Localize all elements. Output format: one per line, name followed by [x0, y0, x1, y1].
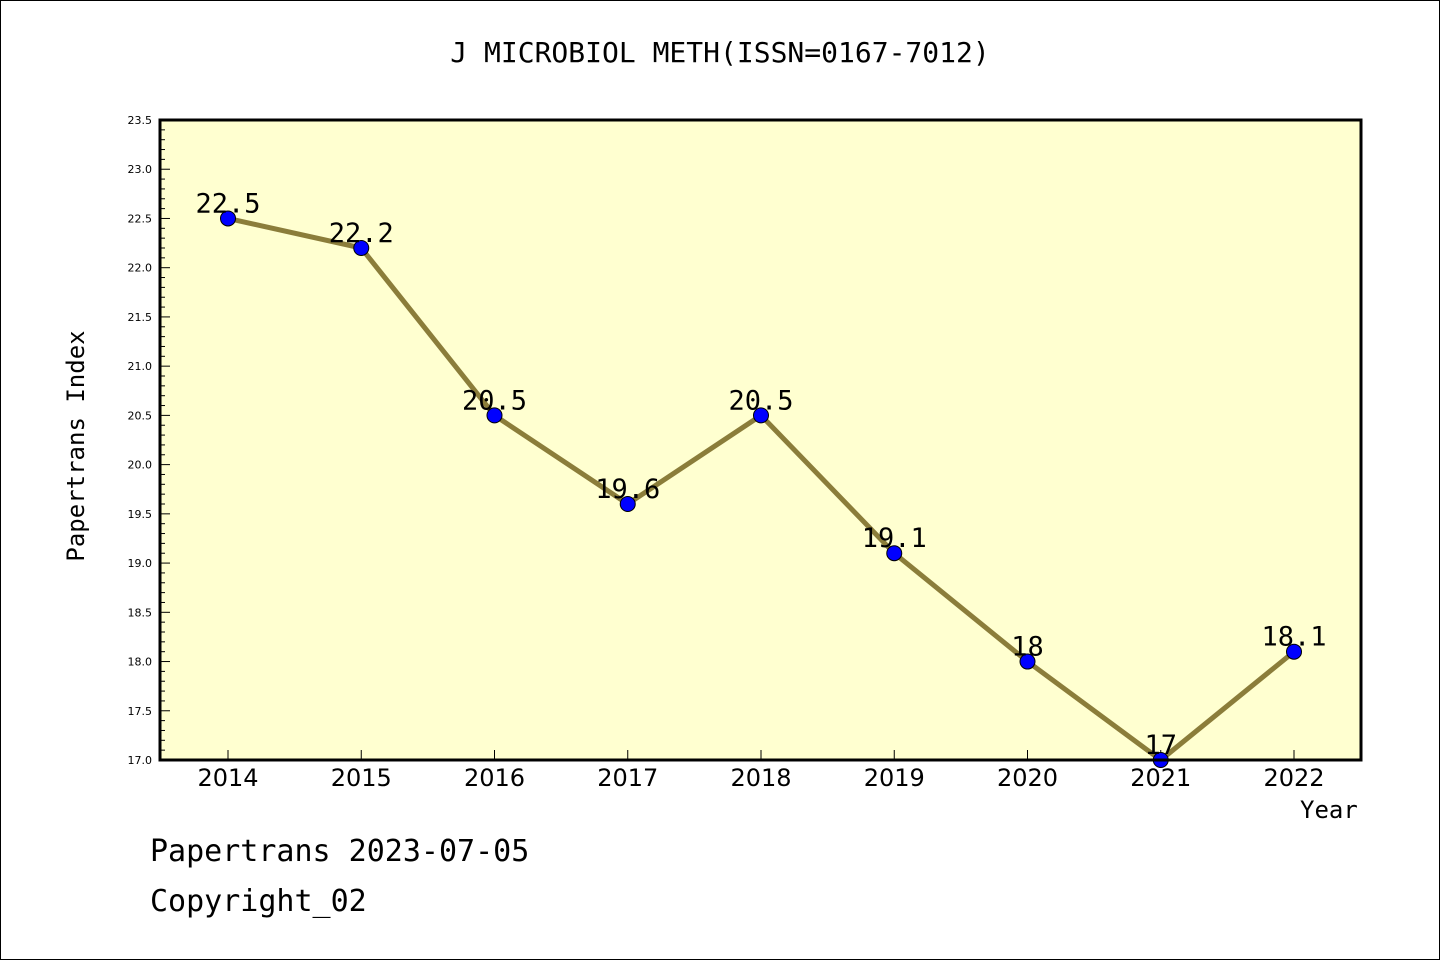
data-point	[886, 545, 903, 562]
x-tick-label: 2021	[1130, 764, 1191, 792]
y-tick-label: 21.5	[128, 311, 153, 324]
y-tick-label: 21.0	[128, 360, 153, 373]
y-tick-label: 23.0	[128, 163, 153, 176]
data-label: 20.5	[728, 385, 793, 416]
data-point	[1286, 643, 1302, 660]
data-label: 18	[1011, 632, 1044, 663]
data-label: 19.1	[862, 523, 927, 554]
data-label: 18.1	[1261, 622, 1326, 653]
y-tick-label: 22.5	[128, 212, 153, 225]
data-label: 17	[1144, 730, 1177, 761]
x-tick-label: 2015	[331, 764, 392, 792]
data-point	[753, 407, 769, 424]
data-point	[486, 407, 503, 424]
y-tick-label: 19.0	[128, 557, 153, 570]
data-label: 22.5	[195, 188, 260, 219]
x-tick-label: 2022	[1263, 764, 1324, 792]
y-tick-label: 18.0	[128, 656, 153, 669]
y-tick-label: 17.5	[128, 705, 153, 718]
x-tick-label: 2014	[197, 764, 258, 792]
plot-area	[160, 120, 1361, 760]
data-point	[353, 240, 370, 256]
footer-copyright: Copyright_02	[150, 884, 367, 919]
data-label: 20.5	[462, 385, 527, 416]
x-axis-label: Year	[1300, 796, 1358, 824]
y-tick-label: 17.0	[128, 754, 153, 767]
y-tick-label: 22.0	[128, 262, 153, 275]
x-tick-label: 2018	[730, 764, 791, 792]
footer-date: Papertrans 2023-07-05	[150, 834, 530, 869]
plot-border	[158, 118, 1363, 762]
chart-title: J MICROBIOL METH(ISSN=0167-7012)	[450, 36, 990, 69]
y-tick-label: 20.5	[128, 409, 153, 422]
data-label: 19.6	[595, 474, 660, 505]
data-point	[619, 496, 636, 512]
x-tick-label: 2019	[864, 764, 925, 792]
data-label: 22.2	[329, 218, 394, 249]
x-tick-label: 2017	[597, 764, 658, 792]
data-point	[220, 210, 236, 227]
data-point	[1019, 653, 1036, 670]
y-tick-label: 20.0	[128, 459, 153, 472]
x-tick-label: 2016	[464, 764, 525, 792]
y-tick-label: 23.5	[128, 114, 153, 127]
x-tick-label: 2020	[997, 764, 1058, 792]
y-tick-label: 19.5	[128, 508, 153, 521]
y-tick-label: 18.5	[128, 606, 153, 619]
